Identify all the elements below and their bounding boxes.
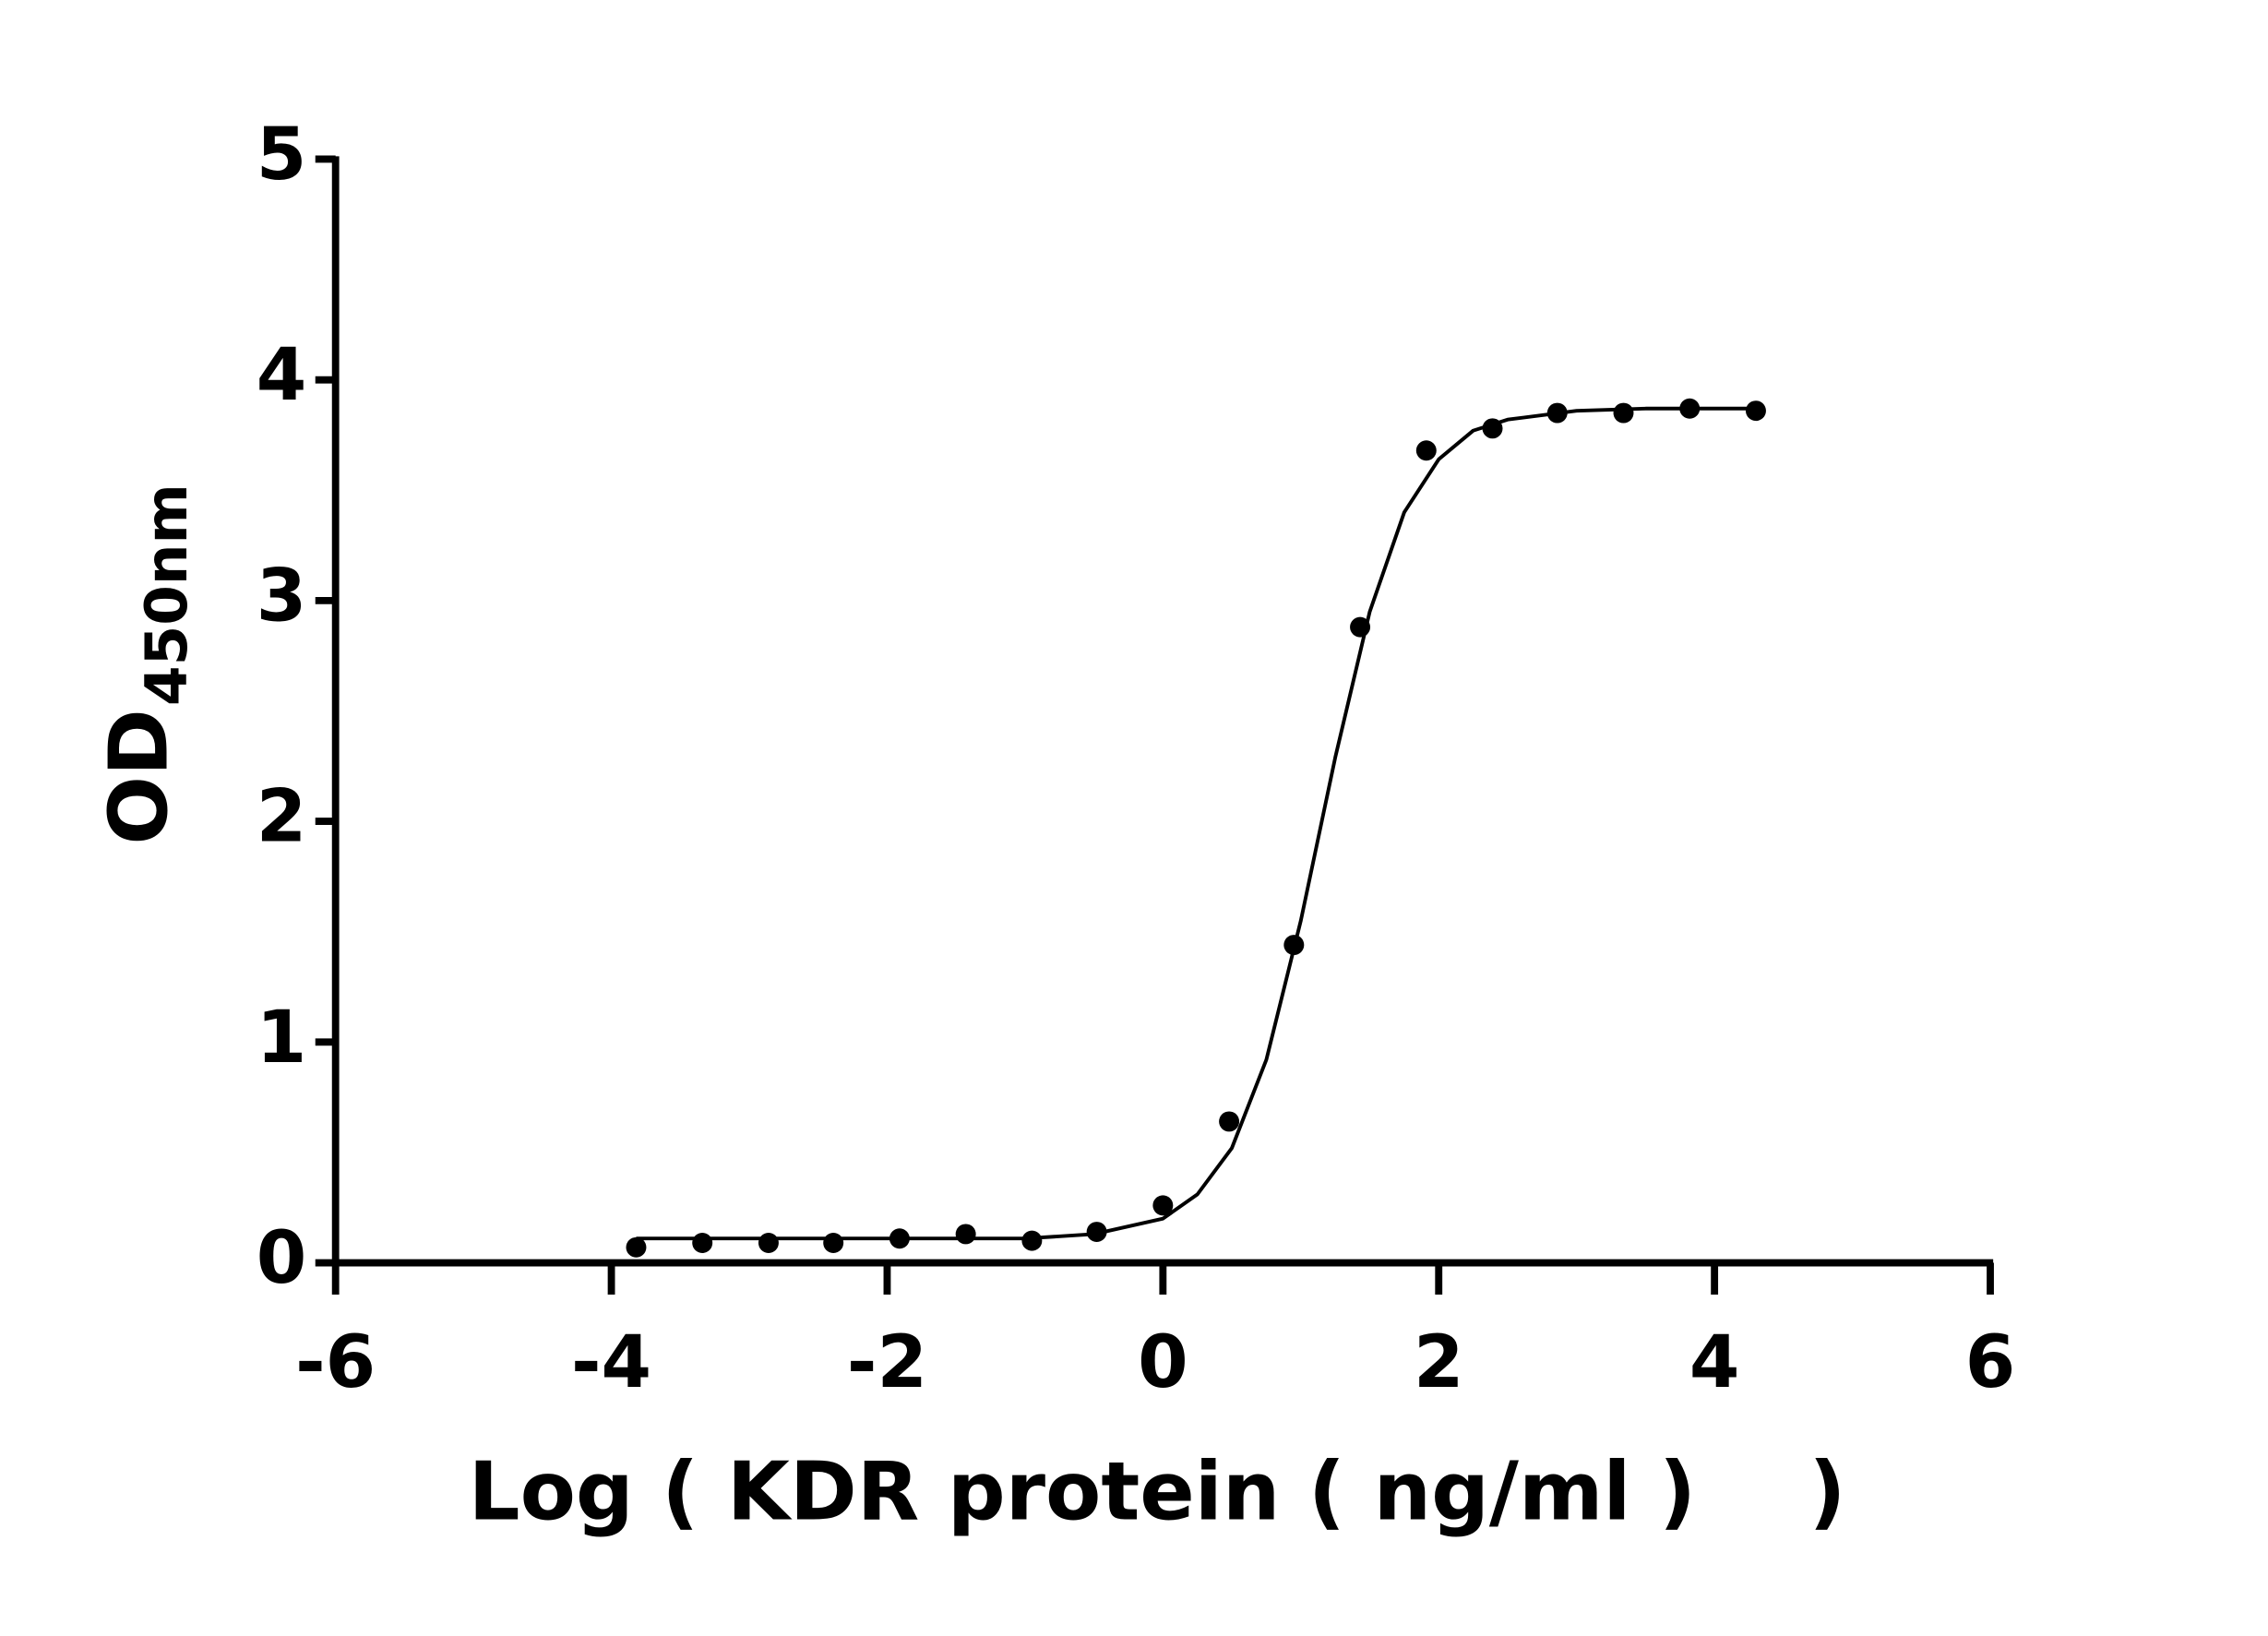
y-axis-label: OD bbox=[92, 709, 186, 844]
data-point bbox=[692, 1233, 713, 1253]
y-tick-label: 2 bbox=[257, 775, 307, 859]
x-tick-label: 2 bbox=[1414, 1320, 1464, 1404]
x-axis-label: Log ( KDR protein ( ng/ml ) ) bbox=[469, 1444, 1846, 1538]
y-axis-label-sub: 450nm bbox=[133, 484, 200, 706]
fit-curve bbox=[636, 406, 1756, 1241]
data-point bbox=[626, 1236, 647, 1258]
y-tick-label: 3 bbox=[257, 554, 307, 638]
data-point bbox=[1021, 1230, 1043, 1251]
x-tick-label: 6 bbox=[1965, 1320, 2016, 1404]
y-tick-label: 5 bbox=[257, 113, 307, 197]
y-axis-label-group: OD 450nm bbox=[92, 484, 200, 844]
data-point bbox=[955, 1224, 976, 1245]
x-tick-label: -2 bbox=[847, 1320, 927, 1404]
y-tick-label: 0 bbox=[257, 1216, 307, 1300]
data-point bbox=[1415, 440, 1437, 461]
x-tick-label: 0 bbox=[1138, 1320, 1188, 1404]
y-tick-label: 1 bbox=[257, 996, 307, 1080]
data-point bbox=[1613, 402, 1634, 424]
x-tick-label: -4 bbox=[571, 1320, 651, 1404]
data-point bbox=[1219, 1111, 1240, 1132]
x-tick-label: -6 bbox=[295, 1320, 376, 1404]
data-point bbox=[1745, 400, 1766, 422]
data-point bbox=[1152, 1195, 1174, 1216]
x-tick-label: 4 bbox=[1689, 1320, 1740, 1404]
data-point bbox=[823, 1233, 844, 1253]
data-point bbox=[758, 1233, 779, 1253]
y-tick-label: 4 bbox=[257, 333, 307, 417]
